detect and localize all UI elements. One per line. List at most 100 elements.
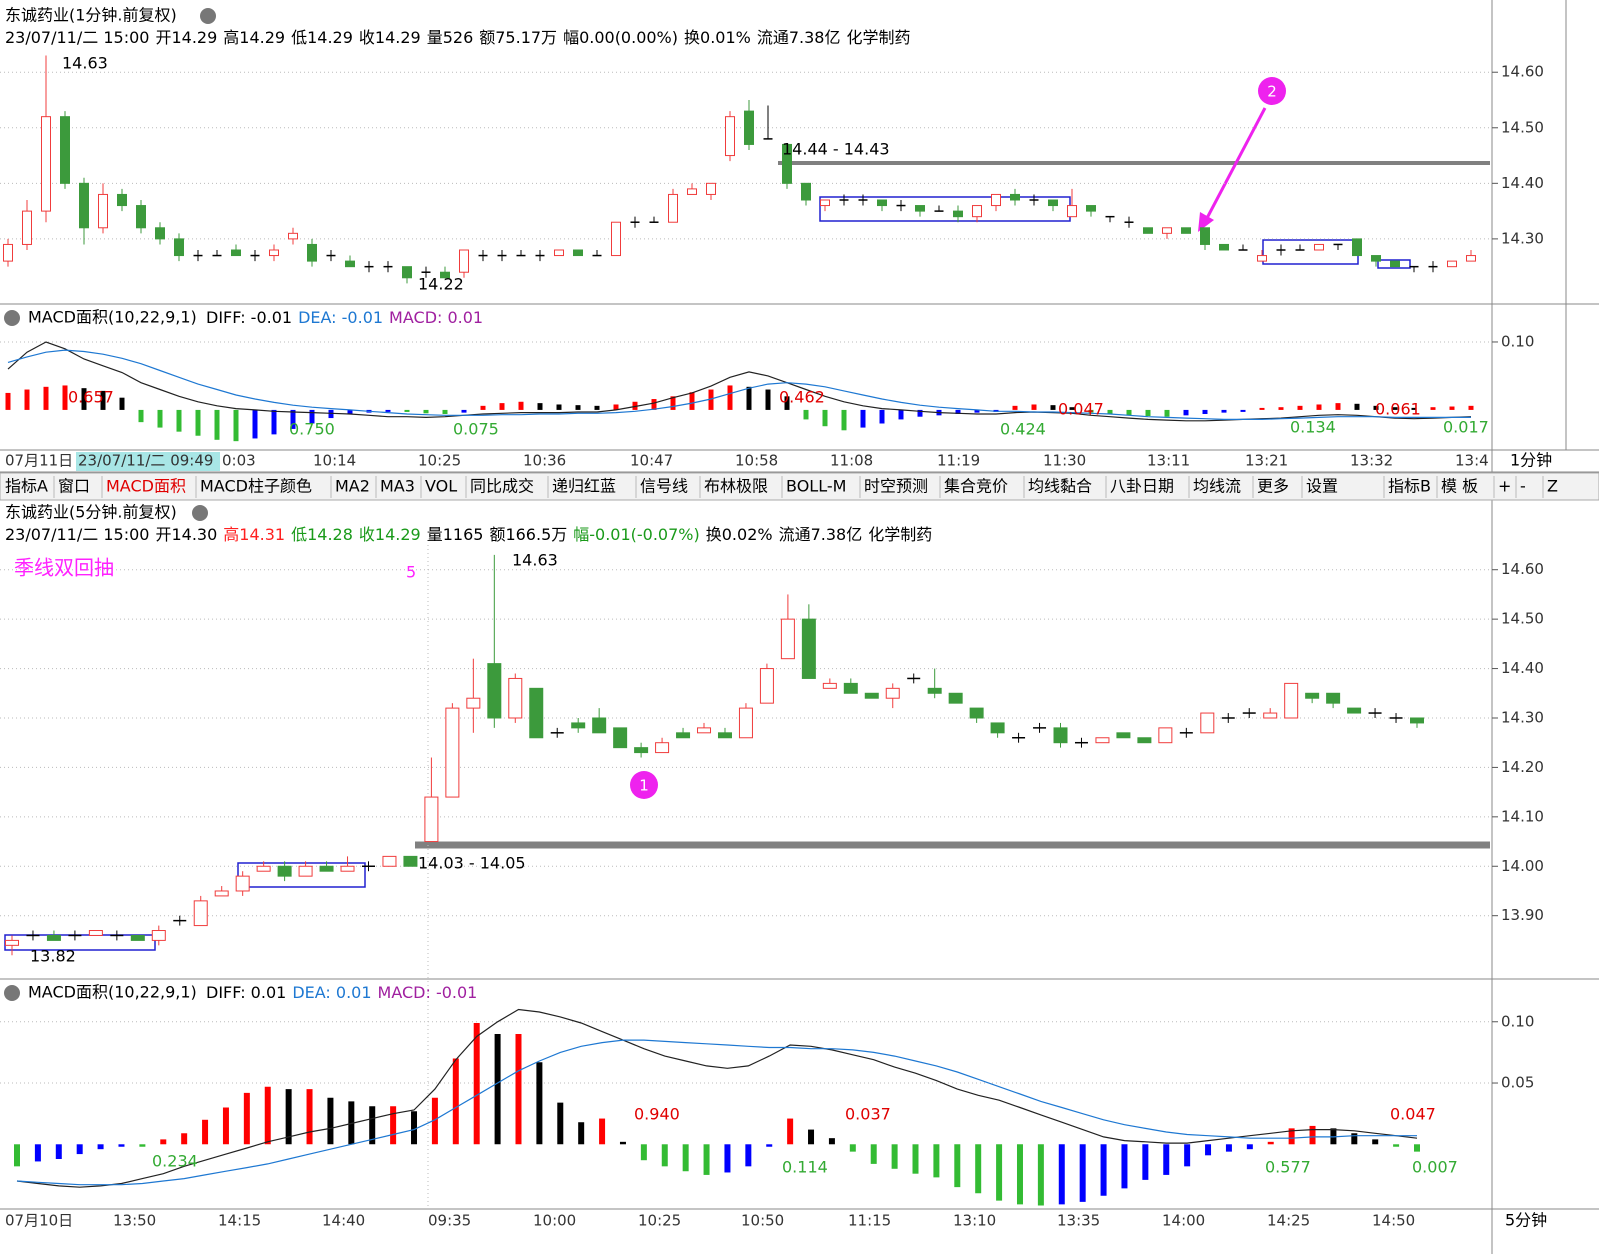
candle-body — [759, 668, 774, 704]
candle-body — [1048, 199, 1058, 207]
x-tick-label: 10:50 — [741, 1212, 784, 1230]
candle-body — [915, 205, 925, 212]
header-segment: DEA: -0.01 — [298, 308, 383, 327]
toolbar-item: 布林极限 — [704, 477, 768, 496]
x-tick-label: 13:50 — [113, 1212, 156, 1230]
annotation: 14.44 - 14.43 — [782, 140, 890, 159]
header-segment: 换0.01% — [684, 28, 751, 47]
x-tick-label: 10:25 — [418, 452, 461, 470]
annotation: 14.03 - 14.05 — [418, 854, 526, 873]
header-segment: 流通7.38亿 — [757, 28, 841, 47]
x-tick-label: 13:11 — [1147, 452, 1190, 470]
candle-body — [41, 116, 51, 212]
candle-body — [611, 221, 621, 257]
candle-body — [136, 205, 146, 229]
candle-body — [1143, 227, 1153, 234]
candle-body — [1219, 243, 1229, 251]
candle-body — [972, 205, 982, 218]
x-tick-label: 10:00 — [533, 1212, 576, 1230]
y-tick-label: 14.10 — [1501, 807, 1544, 825]
header-segment: 流通7.38亿 — [779, 525, 863, 544]
candle-body — [487, 663, 502, 719]
candle-body — [676, 732, 691, 739]
y-tick-label: 0.05 — [1501, 1074, 1534, 1092]
timeframe-label: 1分钟 — [1510, 451, 1552, 470]
candle-body — [927, 687, 942, 694]
candle-body — [822, 682, 837, 689]
candle-body — [1053, 727, 1068, 744]
toolbar-item: 信号线 — [640, 477, 688, 496]
candle-body — [340, 865, 355, 872]
annotation: 0.114 — [782, 1158, 828, 1177]
box — [1262, 239, 1359, 265]
pointer-arrow — [1204, 107, 1267, 221]
header-segment: DIFF: -0.01 — [206, 308, 292, 327]
candle-body — [1137, 737, 1152, 744]
y-tick-label: 13.90 — [1501, 906, 1544, 924]
toolbar-item: 指标B — [1388, 477, 1431, 496]
header-segment: 化学制药 — [868, 525, 932, 544]
annotation: 季线双回抽 — [14, 556, 114, 580]
toolbar-item: BOLL-M — [786, 477, 846, 496]
timeframe-label: 5分钟 — [1505, 1211, 1547, 1230]
candle-body — [668, 193, 678, 223]
candle-body — [864, 692, 879, 699]
candle-body — [117, 193, 127, 207]
toolbar-item: 指标A — [5, 477, 48, 496]
header-line: 23/07/11/二 15:00 开14.29 高14.29 低14.29 收14.29… — [5, 28, 911, 47]
candle-body — [424, 796, 439, 843]
candle-body — [744, 110, 754, 145]
x-tick-label: 10:47 — [630, 452, 673, 470]
candle-body — [269, 249, 279, 257]
candle-body — [1200, 712, 1215, 734]
header-segment: 高14.31 — [223, 525, 285, 544]
toolbar-item: VOL — [425, 477, 457, 496]
candle-body — [3, 243, 13, 262]
toolbar-item: 时空预测 — [864, 477, 928, 496]
y-tick-label: 14.00 — [1501, 857, 1544, 875]
header-segment: MACD: 0.01 — [389, 308, 483, 327]
candle-body — [1116, 732, 1131, 739]
annotation: 14.22 — [418, 275, 464, 294]
badge-label: 1 — [639, 777, 649, 795]
annotation: 0.047 — [1058, 400, 1104, 419]
candle-body — [193, 900, 208, 927]
x-tick-label: 13:32 — [1350, 452, 1393, 470]
candle-body — [298, 865, 313, 877]
candle-body — [573, 249, 583, 257]
candle-body — [634, 747, 649, 754]
candle-body — [820, 199, 830, 207]
annotation: 0.424 — [1000, 420, 1046, 439]
macd-line — [7, 341, 1472, 422]
candle-body — [1314, 243, 1324, 251]
toolbar-item: MA2 — [335, 477, 370, 496]
candle-body — [725, 116, 735, 157]
panel-menu — [4, 985, 20, 1001]
candle-body — [235, 875, 250, 892]
toolbar-item: 均线黏合 — [1028, 477, 1092, 496]
candle-body — [155, 227, 165, 240]
candle-body — [277, 865, 292, 877]
candle-body — [1352, 238, 1362, 257]
candle-body — [288, 232, 298, 240]
header-segment: 开14.29 — [155, 28, 217, 47]
macd-line — [16, 1008, 1418, 1188]
panel-title: MACD面积(10,22,9,1) — [28, 308, 197, 327]
candle-body — [1010, 193, 1020, 201]
candle-body — [948, 692, 963, 704]
candle-body — [466, 697, 481, 709]
annotation: 0.577 — [1265, 1158, 1311, 1177]
x-tick-label: 07月11日 — [5, 452, 73, 470]
x-tick-label: 11:19 — [937, 452, 980, 470]
candle-body — [214, 890, 229, 897]
header-segment: 收14.29 — [359, 28, 421, 47]
candle-body — [1067, 205, 1077, 218]
toolbar-item: - — [1520, 477, 1526, 496]
candle-body — [991, 193, 1001, 207]
panel-menu — [200, 8, 216, 24]
annotation: 0.047 — [1390, 1105, 1436, 1124]
header-segment: 23/07/11/二 15:00 — [5, 28, 149, 47]
candle-body — [554, 249, 564, 257]
x-tick-label: 14:00 — [1162, 1212, 1205, 1230]
candle-body — [22, 210, 32, 245]
